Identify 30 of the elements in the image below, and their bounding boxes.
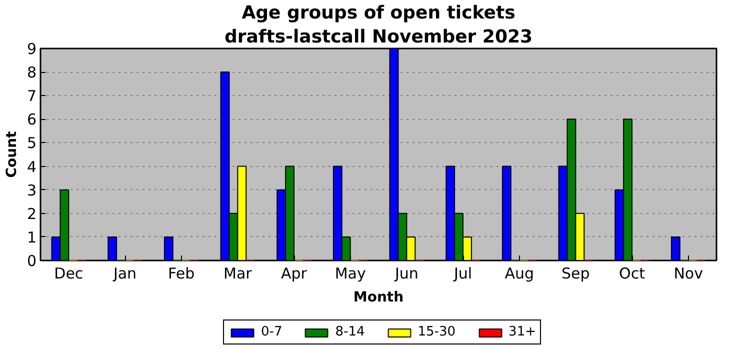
x-tick-label: May bbox=[334, 264, 366, 282]
x-tick-label: Feb bbox=[168, 264, 195, 282]
y-tick-label: 6 bbox=[26, 110, 37, 129]
y-tick-label: 2 bbox=[26, 204, 37, 223]
legend-label: 8-14 bbox=[335, 324, 365, 340]
x-tick-label: Mar bbox=[224, 264, 253, 282]
y-tick-label: 7 bbox=[26, 87, 37, 106]
chart-subtitle: drafts-lastcall November 2023 bbox=[224, 26, 533, 48]
legend-label: 15-30 bbox=[418, 324, 456, 340]
x-tick-label: Nov bbox=[674, 264, 704, 282]
x-tick-label: Aug bbox=[504, 264, 534, 282]
y-tick-label: 8 bbox=[26, 64, 37, 82]
x-tick-label: Jun bbox=[394, 264, 418, 282]
y-tick-label: 5 bbox=[26, 134, 37, 152]
x-tick-label: Jul bbox=[452, 264, 472, 282]
x-tick-label: Oct bbox=[619, 264, 646, 282]
y-tick-label: 3 bbox=[26, 181, 37, 200]
x-tick-label: Sep bbox=[562, 264, 590, 282]
x-tick-label: Apr bbox=[281, 264, 308, 282]
y-tick-label: 9 bbox=[26, 40, 37, 58]
x-tick-label: Dec bbox=[54, 264, 84, 282]
y-tick-label: 1 bbox=[26, 228, 37, 246]
legend-label: 31+ bbox=[508, 324, 536, 340]
x-axis-title: Month bbox=[353, 290, 404, 306]
legend-label: 0-7 bbox=[261, 324, 282, 340]
y-tick-label: 0 bbox=[26, 252, 37, 270]
x-tick-label: Jan bbox=[112, 264, 137, 282]
y-tick-label: 4 bbox=[26, 158, 37, 176]
chart-title: Age groups of open tickets bbox=[242, 2, 516, 24]
y-axis-title: Count bbox=[4, 130, 20, 178]
